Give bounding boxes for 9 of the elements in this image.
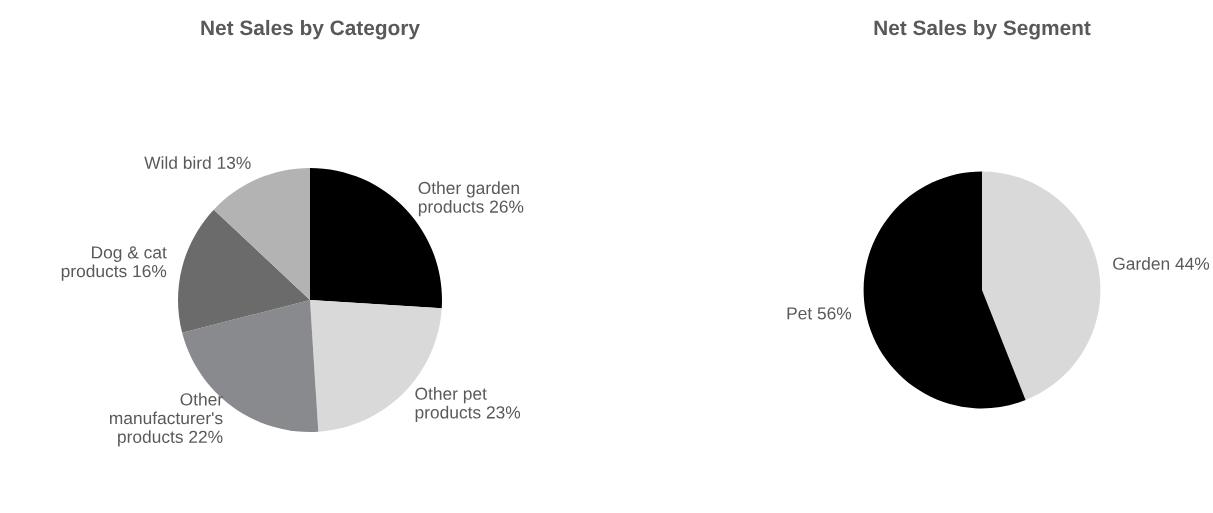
slice-label: Wild bird 13% [144, 156, 251, 169]
slice-label: Other garden products 26% [418, 181, 524, 217]
slice-label: Other pet products 23% [415, 387, 521, 422]
slice-label: Other manufacturer's products 22% [109, 392, 223, 447]
chart-title: Net Sales by Category [201, 19, 420, 40]
slice-label: Garden 44% [1113, 257, 1210, 270]
slice-label: Dog & cat products 16% [61, 246, 167, 281]
slice-label: Pet 56% [787, 307, 852, 320]
chart-title: Net Sales by Segment [874, 19, 1091, 40]
